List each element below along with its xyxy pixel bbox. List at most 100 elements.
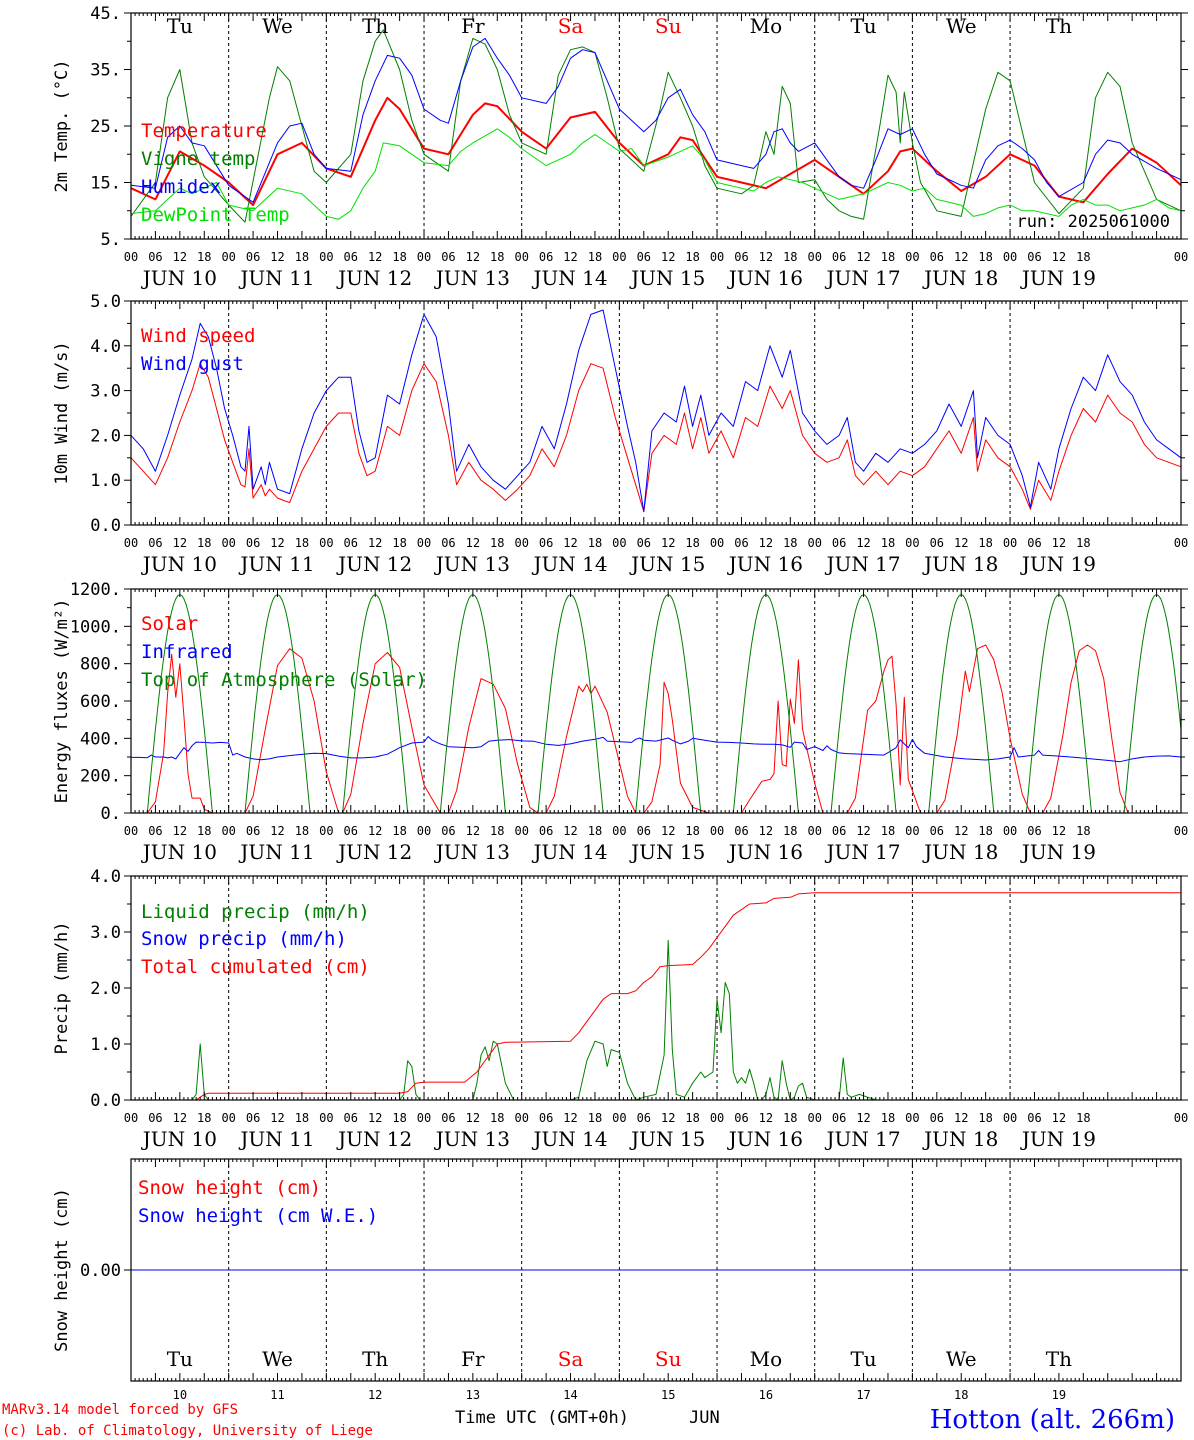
day-name: Tu bbox=[850, 1347, 876, 1371]
station-label: Hotton (alt. 266m) bbox=[930, 1405, 1175, 1435]
hour-tick-label: 18 bbox=[588, 536, 602, 550]
date-label: JUN 15 bbox=[629, 552, 705, 576]
date-label: JUN 13 bbox=[434, 1127, 510, 1151]
series-line bbox=[130, 29, 1182, 223]
date-label: JUN 11 bbox=[238, 552, 314, 576]
date-label: JUN 13 bbox=[434, 552, 510, 576]
hour-tick-label: 12 bbox=[856, 1111, 870, 1125]
date-label: JUN 14 bbox=[531, 552, 607, 576]
hour-tick-label: 06 bbox=[539, 536, 553, 550]
day-name: Fr bbox=[461, 1347, 485, 1371]
hour-tick-label: 12 bbox=[759, 1111, 773, 1125]
hour-tick-label: 18 bbox=[978, 1111, 992, 1125]
hour-tick-label: 06 bbox=[734, 536, 748, 550]
hour-tick-label: 00 bbox=[124, 1111, 138, 1125]
hour-tick-label: 00 bbox=[221, 250, 235, 264]
hour-tick-label: 18 bbox=[685, 824, 699, 838]
date-label: JUN 12 bbox=[336, 266, 412, 290]
hour-tick-label: 00 bbox=[319, 824, 333, 838]
hour-tick-label: 18 bbox=[490, 536, 504, 550]
y-tick-label: 200. bbox=[80, 767, 121, 787]
y-tick-label: 800. bbox=[80, 655, 121, 675]
hour-tick-label: 06 bbox=[930, 824, 944, 838]
y-tick-label: 25. bbox=[90, 117, 121, 137]
hour-tick-label: 00 bbox=[710, 1111, 724, 1125]
day-name: We bbox=[262, 1347, 293, 1371]
series-line bbox=[130, 363, 1182, 513]
day-name: Th bbox=[1046, 1347, 1072, 1371]
y-tick-label: 0. bbox=[101, 804, 121, 824]
x-axis-month: JUN bbox=[689, 1408, 720, 1428]
hour-tick-label: 06 bbox=[344, 1111, 358, 1125]
hour-tick-label: 00 bbox=[319, 536, 333, 550]
temp-panel: 5. 15. 25. 35. 45. 2m Temp. (°C) 00 06 12 18 JUN 1… bbox=[52, 4, 1188, 290]
y-tick-label: 5.0 bbox=[90, 292, 121, 312]
hour-tick-label: 12 bbox=[563, 824, 577, 838]
day-number: 19 bbox=[1052, 1388, 1066, 1402]
y-tick-label: 1.0 bbox=[90, 1035, 121, 1055]
legend-entry: Wind speed bbox=[141, 325, 255, 347]
hour-tick-label: 06 bbox=[344, 824, 358, 838]
hour-tick-label: 12 bbox=[1052, 250, 1066, 264]
hour-tick-label: 12 bbox=[466, 824, 480, 838]
y-axis-label: Energy fluxes (W/m²) bbox=[52, 599, 72, 804]
hour-tick-label: 06 bbox=[637, 250, 651, 264]
hour-tick-label: 06 bbox=[246, 250, 260, 264]
hour-tick-label: 00 bbox=[612, 824, 626, 838]
hour-tick-label: 12 bbox=[661, 1111, 675, 1125]
day-name: Tu bbox=[167, 1347, 193, 1371]
day-number: 16 bbox=[759, 1388, 773, 1402]
hour-tick-label: 06 bbox=[832, 824, 846, 838]
y-tick-label: 45. bbox=[90, 4, 121, 24]
hour-tick-label: 12 bbox=[466, 536, 480, 550]
date-label: JUN 14 bbox=[531, 1127, 607, 1151]
hour-tick-label: 18 bbox=[490, 1111, 504, 1125]
hour-tick-label: 12 bbox=[856, 536, 870, 550]
date-label: JUN 15 bbox=[629, 1127, 705, 1151]
hour-tick-label: 06 bbox=[930, 250, 944, 264]
hour-tick-label: 00 bbox=[905, 824, 919, 838]
date-label: JUN 14 bbox=[531, 266, 607, 290]
hour-tick-label: 06 bbox=[832, 250, 846, 264]
y-tick-label: 2.0 bbox=[90, 979, 121, 999]
series-line bbox=[130, 37, 1182, 203]
hour-tick-label: 18 bbox=[490, 824, 504, 838]
hour-tick-label: 18 bbox=[685, 536, 699, 550]
day-name: Fr bbox=[461, 14, 485, 38]
hour-tick-label: 00 bbox=[124, 536, 138, 550]
date-label: JUN 14 bbox=[531, 840, 607, 864]
hour-tick-label: 18 bbox=[881, 250, 895, 264]
hour-tick-label: 00 bbox=[221, 536, 235, 550]
day-number: 14 bbox=[563, 1388, 577, 1402]
date-label: JUN 18 bbox=[922, 552, 998, 576]
hour-tick-label: 00 bbox=[124, 824, 138, 838]
hour-tick-label: 06 bbox=[441, 1111, 455, 1125]
hour-tick-label: 06 bbox=[1027, 824, 1041, 838]
hour-tick-label: 06 bbox=[832, 536, 846, 550]
hour-tick-label: 12 bbox=[1052, 824, 1066, 838]
hour-tick-label: 12 bbox=[563, 536, 577, 550]
hour-tick-label: 06 bbox=[344, 536, 358, 550]
hour-tick-label: 12 bbox=[954, 1111, 968, 1125]
date-label: JUN 17 bbox=[824, 552, 900, 576]
hour-tick-label: 12 bbox=[1052, 536, 1066, 550]
run-label: run: 2025061000 bbox=[1016, 212, 1170, 232]
hour-tick-label: 00 bbox=[514, 1111, 528, 1125]
y-tick-label: 2.0 bbox=[90, 426, 121, 446]
legend-entry: Infrared bbox=[141, 641, 233, 663]
series-line bbox=[131, 892, 1181, 1101]
hour-tick-label: 18 bbox=[783, 824, 797, 838]
day-number: 15 bbox=[661, 1388, 675, 1402]
legend-entry: Snow height (cm W.E.) bbox=[138, 1205, 378, 1227]
hour-tick-label: 00 bbox=[612, 250, 626, 264]
wind-panel: 0.0 1.0 2.0 3.0 4.0 5.0 10m Wind (m/s) 00 06 12 18… bbox=[52, 292, 1188, 576]
hour-tick-label: 06 bbox=[637, 824, 651, 838]
hour-tick-label: 00 bbox=[807, 824, 821, 838]
date-label: JUN 18 bbox=[922, 1127, 998, 1151]
series-line bbox=[131, 736, 1182, 763]
hour-tick-label: 12 bbox=[173, 1111, 187, 1125]
legend-entry: Wind gust bbox=[141, 353, 244, 375]
date-label: JUN 12 bbox=[336, 840, 412, 864]
hour-tick-label: 00 bbox=[1003, 824, 1017, 838]
